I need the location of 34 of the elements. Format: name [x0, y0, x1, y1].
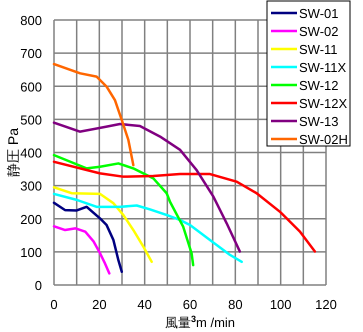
legend-label: SW-12X — [299, 96, 348, 111]
y-tick-label: 600 — [20, 79, 42, 94]
y-tick-label: 300 — [20, 178, 42, 194]
legend-label: SW-13 — [299, 114, 338, 129]
y-tick-label: 400 — [20, 146, 42, 160]
y-tick-label: 700 — [20, 46, 42, 62]
y-tick-label: 0 — [34, 278, 42, 293]
x-tick-label: 80 — [228, 297, 243, 312]
legend-label: SW-11 — [299, 42, 338, 57]
legend-label: SW-01 — [299, 6, 338, 21]
line-series — [52, 225, 111, 275]
legend-label: SW-12 — [299, 78, 338, 93]
line-series — [52, 154, 194, 266]
legend-label: SW-02H — [299, 132, 348, 147]
x-tick-label: 20 — [92, 297, 107, 312]
y-axis-title: 静圧 Pa — [5, 128, 21, 178]
line-series — [52, 186, 153, 264]
x-axis-title: 風量$^{3}$m /min — [164, 314, 236, 330]
line-series — [52, 160, 316, 253]
x-tick-label: 120 — [315, 297, 337, 312]
x-tick-label: 40 — [137, 297, 152, 312]
legend-label: SW-11X — [299, 60, 347, 75]
y-tick-label: 500 — [20, 112, 42, 128]
x-tick-label: 0 — [50, 297, 58, 312]
line-series — [52, 202, 124, 273]
line-series — [52, 121, 242, 253]
y-tick-label: 200 — [20, 212, 42, 227]
x-tick-label: 60 — [182, 297, 198, 312]
y-tick-label: 800 — [20, 13, 42, 28]
y-tick-label: 100 — [20, 244, 42, 260]
line-series — [52, 62, 135, 166]
x-tick-label: 100 — [270, 297, 292, 312]
line-series — [52, 192, 243, 264]
legend-label: SW-02 — [299, 24, 338, 39]
